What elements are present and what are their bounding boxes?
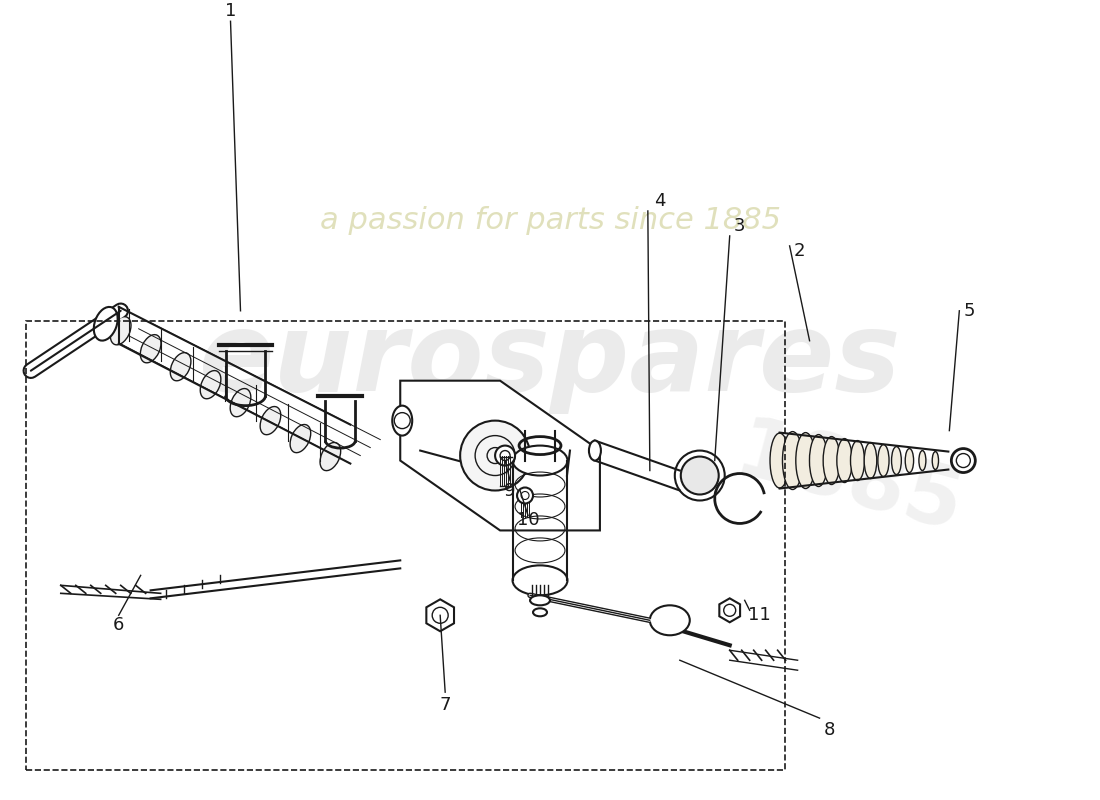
Polygon shape (427, 599, 454, 631)
Text: 6: 6 (113, 616, 124, 634)
Ellipse shape (850, 441, 865, 481)
Ellipse shape (170, 353, 191, 381)
Ellipse shape (770, 433, 789, 488)
Circle shape (956, 454, 970, 467)
Ellipse shape (878, 445, 889, 477)
Text: 10: 10 (517, 511, 539, 530)
Ellipse shape (865, 442, 877, 478)
Ellipse shape (260, 406, 280, 434)
Text: 7: 7 (439, 696, 451, 714)
Ellipse shape (650, 606, 690, 635)
Circle shape (517, 487, 534, 503)
Ellipse shape (290, 425, 310, 453)
Text: 3: 3 (734, 217, 746, 235)
Text: 9: 9 (504, 482, 516, 499)
Ellipse shape (782, 431, 803, 490)
Ellipse shape (230, 389, 251, 417)
Ellipse shape (320, 442, 341, 470)
Ellipse shape (681, 457, 718, 494)
Ellipse shape (891, 446, 901, 474)
Circle shape (460, 421, 530, 490)
Ellipse shape (918, 450, 926, 470)
Ellipse shape (393, 406, 412, 435)
Ellipse shape (513, 566, 568, 595)
Text: eurospares: eurospares (199, 307, 901, 414)
Text: 11: 11 (748, 606, 771, 624)
Circle shape (495, 446, 515, 466)
Text: 1: 1 (224, 2, 236, 20)
Text: 1885: 1885 (727, 411, 972, 550)
Text: 5: 5 (964, 302, 975, 320)
Polygon shape (719, 598, 740, 622)
Ellipse shape (837, 438, 852, 482)
Ellipse shape (141, 334, 161, 363)
Text: 2: 2 (794, 242, 805, 260)
Ellipse shape (200, 370, 221, 398)
Polygon shape (400, 381, 600, 530)
Circle shape (952, 449, 976, 473)
Ellipse shape (810, 434, 827, 486)
Ellipse shape (932, 451, 938, 470)
Ellipse shape (534, 608, 547, 616)
Bar (26, 321, 784, 770)
Ellipse shape (905, 449, 914, 473)
Ellipse shape (795, 433, 815, 489)
Ellipse shape (823, 437, 840, 485)
Ellipse shape (513, 446, 568, 475)
Text: 8: 8 (824, 721, 835, 739)
Ellipse shape (588, 441, 601, 461)
Ellipse shape (94, 307, 118, 341)
Text: a passion for parts since 1885: a passion for parts since 1885 (319, 206, 781, 235)
Ellipse shape (110, 317, 131, 345)
Ellipse shape (530, 595, 550, 606)
Text: 4: 4 (654, 192, 666, 210)
